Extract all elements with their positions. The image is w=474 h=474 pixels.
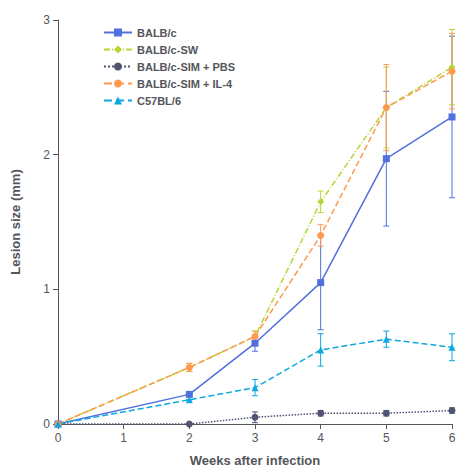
svg-text:5: 5 bbox=[383, 431, 390, 445]
svg-text:0: 0 bbox=[55, 431, 62, 445]
svg-text:Weeks after infection: Weeks after infection bbox=[190, 453, 321, 468]
svg-text:C57BL/6: C57BL/6 bbox=[137, 95, 181, 107]
svg-text:BALB/c-SW: BALB/c-SW bbox=[137, 44, 199, 56]
svg-text:1: 1 bbox=[43, 282, 50, 296]
svg-text:3: 3 bbox=[252, 431, 259, 445]
svg-text:2: 2 bbox=[43, 148, 50, 162]
svg-text:BALB/c-SIM + PBS: BALB/c-SIM + PBS bbox=[137, 61, 235, 73]
svg-text:2: 2 bbox=[186, 431, 193, 445]
svg-text:3: 3 bbox=[43, 13, 50, 27]
svg-text:0: 0 bbox=[43, 417, 50, 431]
svg-text:BALB/c: BALB/c bbox=[137, 27, 177, 39]
svg-text:6: 6 bbox=[449, 431, 456, 445]
svg-text:Lesion size (mm): Lesion size (mm) bbox=[8, 169, 23, 274]
svg-text:1: 1 bbox=[120, 431, 127, 445]
svg-text:BALB/c-SIM + IL-4: BALB/c-SIM + IL-4 bbox=[137, 78, 233, 90]
svg-text:4: 4 bbox=[317, 431, 324, 445]
